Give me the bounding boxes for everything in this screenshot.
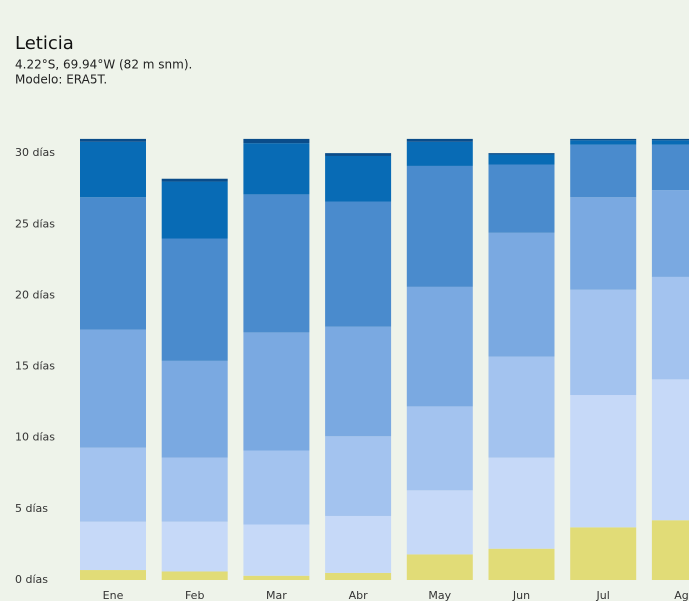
bar-segment: [570, 197, 637, 290]
x-tick-label: Abr: [349, 589, 369, 601]
bar-segment: [243, 332, 310, 451]
bar-segment: [243, 143, 310, 195]
x-tick-label: May: [428, 589, 451, 601]
bar-segment: [488, 153, 555, 155]
y-tick-label: 10 días: [15, 431, 55, 444]
bar-segment: [651, 138, 689, 141]
bar-segment: [80, 447, 146, 522]
bar-segment: [161, 360, 228, 458]
bar-segment: [325, 201, 392, 327]
bar-segment: [651, 190, 689, 277]
bar-segment: [570, 395, 637, 528]
bar-segment: [161, 178, 228, 182]
bar-segment: [80, 521, 146, 571]
bar-segment: [488, 232, 555, 357]
bar-segment: [651, 379, 689, 521]
bar-segment: [325, 515, 392, 573]
bar-segment: [570, 144, 637, 198]
bar-segment: [161, 457, 228, 522]
bar-segment: [570, 289, 637, 396]
bar-segment: [243, 450, 310, 525]
bar-segment: [488, 457, 555, 549]
bar-segment: [406, 490, 473, 555]
bar-segment: [80, 329, 146, 448]
bar-segment: [325, 155, 392, 202]
bar-segment: [243, 138, 310, 144]
bar-segment: [80, 141, 146, 198]
bar-segment: [243, 194, 310, 333]
y-tick-label: 20 días: [15, 288, 55, 301]
bar-segment: [570, 140, 637, 145]
bar-segment: [325, 572, 392, 580]
y-tick-label: 25 días: [15, 217, 55, 230]
bar-segment: [325, 436, 392, 516]
bar-segment: [243, 575, 310, 580]
bar-segment: [80, 197, 146, 330]
bar-segment: [570, 527, 637, 580]
subtitle: 4.22°S, 69.94°W (82 m snm).: [15, 58, 192, 72]
bar-segment: [488, 164, 555, 233]
x-tick-label: Jun: [512, 589, 530, 601]
bar-segment: [80, 138, 146, 142]
bar-segment: [406, 406, 473, 491]
bar-segment: [488, 356, 555, 458]
bar-segment: [406, 165, 473, 287]
bar-segment: [80, 570, 146, 580]
chart-title: Leticia: [15, 33, 74, 54]
bar-segment: [325, 326, 392, 437]
y-tick-label: 30 días: [15, 146, 55, 159]
y-tick-label: 5 días: [15, 502, 48, 515]
x-tick-label: Ago: [674, 589, 689, 601]
bar-segment: [161, 521, 228, 572]
x-tick-label: Ene: [103, 589, 124, 601]
x-tick-label: Jul: [596, 589, 610, 601]
bar-segment: [406, 138, 473, 142]
bar-segment: [243, 524, 310, 576]
x-tick-label: Mar: [266, 589, 287, 601]
x-tick-label: Feb: [185, 589, 204, 601]
bar-segment: [651, 144, 689, 191]
bar-segment: [651, 520, 689, 580]
bar-segment: [161, 181, 228, 239]
y-tick-label: 0 días: [15, 573, 48, 586]
bar-segment: [161, 571, 228, 580]
bar-segment: [406, 141, 473, 166]
bar-segment: [406, 286, 473, 407]
bar-segment: [325, 153, 392, 156]
bar-segment: [651, 276, 689, 380]
bar-segment: [488, 154, 555, 165]
bar-segment: [406, 554, 473, 580]
bar-segment: [488, 548, 555, 580]
bar-segment: [651, 140, 689, 145]
bar-segment: [570, 138, 637, 141]
bar-segment: [161, 238, 228, 361]
subtitle: Modelo: ERA5T.: [15, 73, 107, 87]
y-tick-label: 15 días: [15, 360, 55, 373]
